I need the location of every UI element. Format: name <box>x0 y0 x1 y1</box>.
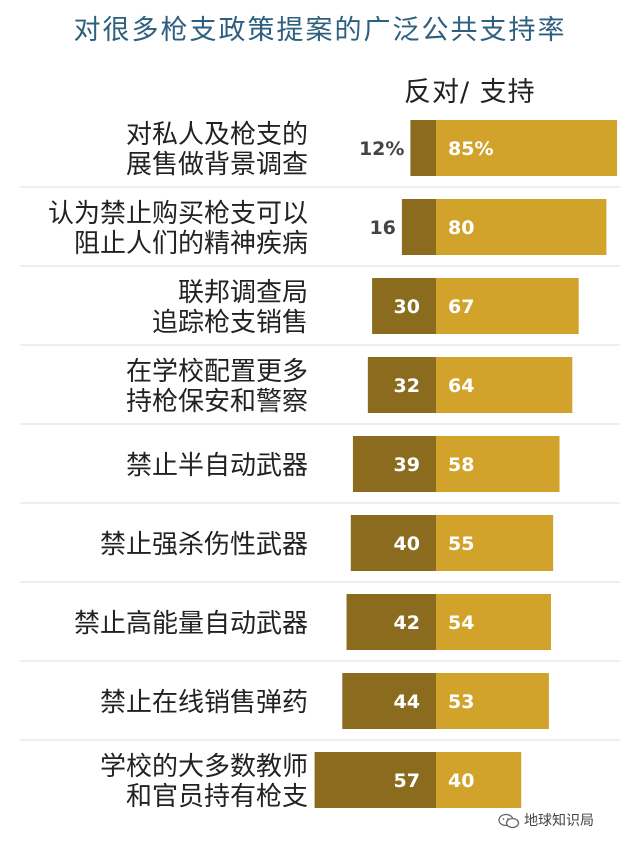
support-bar <box>436 199 607 255</box>
category-label: 禁止高能量自动武器 <box>74 609 308 639</box>
category-label: 对私人及枪支的 <box>126 120 308 150</box>
category-label: 学校的大多数教师 <box>100 752 308 782</box>
support-bar <box>436 120 618 176</box>
support-bar <box>436 357 573 413</box>
category-label: 联邦调查局 <box>178 278 308 308</box>
support-value-label: 40 <box>448 770 474 792</box>
oppose-bar <box>352 436 436 492</box>
oppose-value-label: 39 <box>394 454 420 476</box>
support-value-label: 54 <box>448 612 474 634</box>
category-label: 禁止半自动武器 <box>126 451 308 481</box>
oppose-value-label: 40 <box>394 533 420 555</box>
watermark: 地球知识局 <box>498 810 594 830</box>
support-bar <box>436 278 579 334</box>
oppose-bar <box>367 357 436 413</box>
oppose-bar <box>350 515 436 571</box>
wechat-icon <box>498 813 520 829</box>
bar-row: 禁止半自动武器 39 58 <box>20 423 620 492</box>
support-bar <box>436 673 549 729</box>
category-label: 禁止强杀伤性武器 <box>100 530 308 560</box>
oppose-bar <box>314 752 436 808</box>
legend-label: 反对/ 支持 <box>404 77 536 108</box>
oppose-value-label: 44 <box>394 691 420 713</box>
category-label: 在学校配置更多 <box>126 357 308 387</box>
oppose-bar <box>410 120 436 176</box>
watermark-text: 地球知识局 <box>524 813 594 829</box>
oppose-value-label: 57 <box>394 770 420 792</box>
support-value-label: 58 <box>448 454 474 476</box>
oppose-bar <box>342 673 436 729</box>
category-label: 认为禁止购买枪支可以 <box>48 199 308 229</box>
oppose-bar <box>372 278 436 334</box>
oppose-value-label: 12% <box>359 138 404 160</box>
category-label: 持枪保安和警察 <box>126 387 308 417</box>
support-bar <box>436 436 560 492</box>
bar-row: 禁止高能量自动武器 42 54 <box>20 581 620 650</box>
support-value-label: 80 <box>448 217 474 239</box>
oppose-bar <box>346 594 436 650</box>
support-bar <box>436 515 554 571</box>
oppose-value-label: 42 <box>394 612 420 634</box>
bar-row: 禁止强杀伤性武器 40 55 <box>20 502 620 571</box>
support-value-label: 67 <box>448 296 474 318</box>
category-label: 展售做背景调查 <box>126 150 308 180</box>
category-label: 和官员持有枪支 <box>126 782 308 812</box>
support-value-label: 55 <box>448 533 474 555</box>
support-bar <box>436 752 522 808</box>
oppose-value-label: 30 <box>394 296 420 318</box>
chart-title: 对很多枪支政策提案的广泛公共支持率 <box>73 15 567 46</box>
bar-row: 禁止在线销售弹药 44 53 <box>20 660 620 729</box>
support-value-label: 85% <box>448 138 493 160</box>
category-label: 阻止人们的精神疾病 <box>74 229 308 259</box>
support-value-label: 53 <box>448 691 474 713</box>
oppose-value-label: 32 <box>394 375 420 397</box>
oppose-bar <box>401 199 436 255</box>
category-label: 禁止在线销售弹药 <box>100 688 308 718</box>
support-bar <box>436 594 552 650</box>
category-label: 追踪枪支销售 <box>152 308 308 338</box>
support-value-label: 64 <box>448 375 474 397</box>
oppose-value-label: 16 <box>369 217 395 239</box>
